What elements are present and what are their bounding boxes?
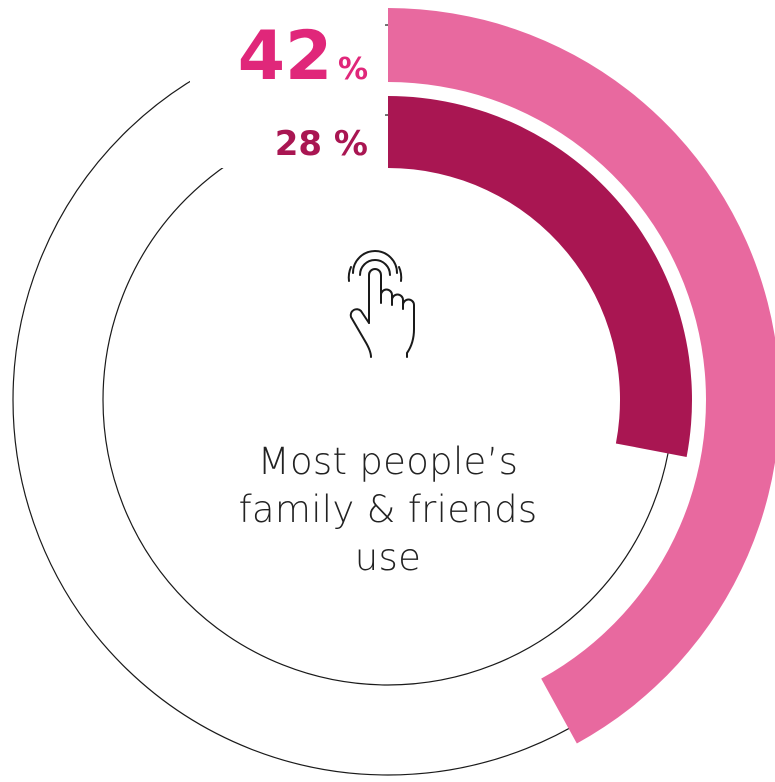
center-caption: Most people’s family & friends use <box>238 440 538 579</box>
bar-outer-series <box>388 8 775 744</box>
inner-value-number: 28 <box>275 124 322 164</box>
inner-value-label: 28 % <box>275 124 368 164</box>
outer-value-number: 42 <box>238 17 333 96</box>
tap-hand-icon <box>347 250 415 358</box>
outer-value-label: 42 % <box>238 17 368 96</box>
bar-inner-series <box>388 96 692 457</box>
outer-value-suffix: % <box>338 52 368 87</box>
label-backdrop <box>190 5 385 168</box>
inner-value-suffix: % <box>334 124 368 164</box>
